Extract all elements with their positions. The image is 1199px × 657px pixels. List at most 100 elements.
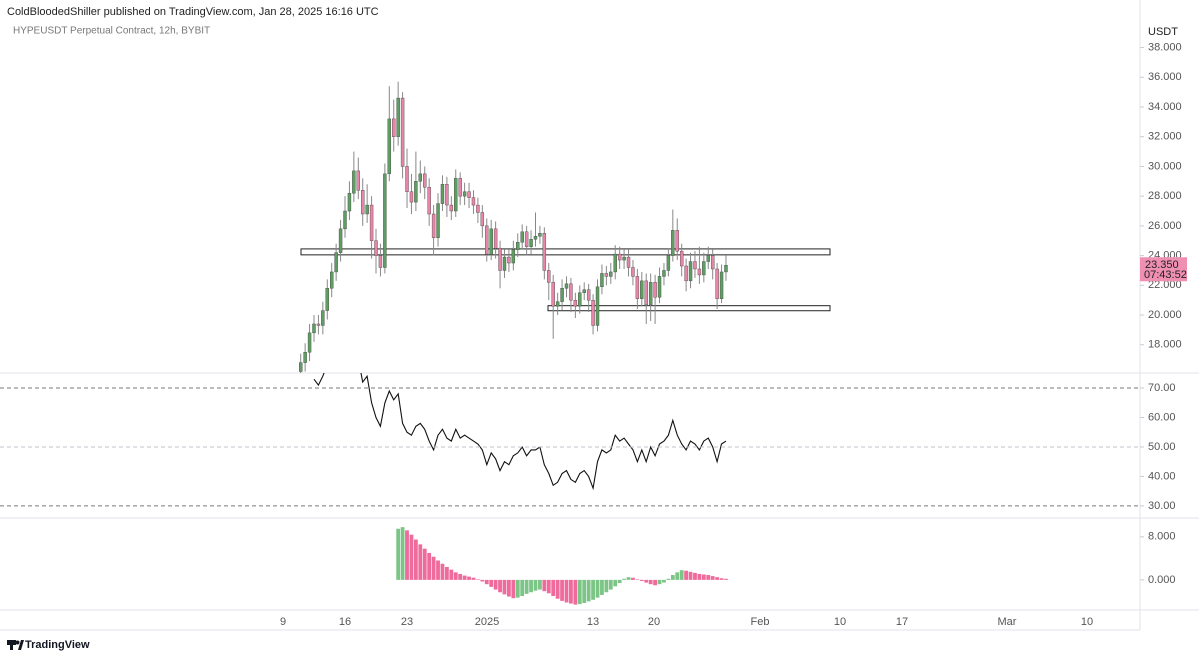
histogram-bar bbox=[675, 572, 680, 580]
histogram-bar bbox=[595, 579, 600, 598]
histogram-bar bbox=[715, 577, 720, 580]
candle-body bbox=[356, 170, 360, 191]
countdown-label: 07:43:52 bbox=[1144, 269, 1187, 281]
candle-body bbox=[706, 255, 710, 262]
histogram-bar bbox=[529, 579, 533, 593]
candle-body bbox=[520, 231, 524, 243]
candle-body bbox=[299, 362, 303, 372]
candle-body bbox=[387, 118, 391, 175]
candle-body bbox=[307, 332, 312, 353]
histogram-bar bbox=[471, 577, 476, 580]
histogram-bar bbox=[396, 528, 401, 580]
candle-body bbox=[653, 282, 657, 298]
candle-body bbox=[516, 242, 520, 250]
candle-body bbox=[547, 270, 551, 283]
histogram-bar bbox=[693, 572, 697, 580]
candle-body bbox=[538, 233, 542, 237]
time-tick-label: 13 bbox=[587, 616, 599, 628]
histogram-bar bbox=[617, 579, 622, 584]
candle-body bbox=[378, 255, 383, 268]
histogram-bar bbox=[684, 570, 689, 580]
histogram-bar bbox=[648, 579, 653, 585]
candle-body bbox=[418, 173, 423, 182]
candle-body bbox=[533, 236, 538, 240]
candle-body bbox=[467, 191, 471, 198]
histogram-bar bbox=[613, 579, 618, 587]
candle-body bbox=[392, 118, 396, 137]
histogram-bar bbox=[444, 566, 449, 580]
candle-body bbox=[710, 255, 715, 270]
histogram-bar bbox=[413, 539, 418, 580]
histogram-bar bbox=[608, 579, 613, 590]
candle-body bbox=[688, 261, 693, 282]
y-tick-label: 22.000 bbox=[1148, 279, 1182, 291]
published-line: ColdBloodedShiller published on TradingV… bbox=[7, 6, 379, 18]
histogram-bar bbox=[422, 548, 427, 580]
candle-body bbox=[409, 191, 414, 203]
histogram-bar bbox=[400, 527, 405, 580]
candle-body bbox=[489, 228, 493, 255]
histogram-bar bbox=[569, 579, 573, 604]
histogram-bar bbox=[666, 578, 671, 580]
candle-body bbox=[631, 267, 635, 277]
candle-body bbox=[396, 97, 400, 137]
candle-body bbox=[586, 289, 591, 301]
y-tick-label: 26.000 bbox=[1148, 220, 1182, 232]
candle-body bbox=[697, 268, 702, 276]
y-tick-label: 30.000 bbox=[1148, 160, 1182, 172]
candle-body bbox=[485, 225, 489, 255]
candle-body bbox=[622, 256, 626, 261]
candle-body bbox=[347, 192, 352, 212]
candle-body bbox=[334, 252, 338, 273]
tradingview-logo bbox=[7, 640, 24, 650]
histogram-bar bbox=[418, 544, 423, 580]
candle-body bbox=[702, 261, 706, 276]
histogram-bar bbox=[440, 563, 445, 580]
candle-body bbox=[458, 178, 462, 197]
time-tick-label: 2025 bbox=[475, 616, 499, 628]
histogram-bar bbox=[427, 552, 432, 580]
histogram-bar bbox=[449, 569, 454, 580]
candle-body bbox=[480, 212, 485, 227]
candle-body bbox=[445, 184, 449, 206]
histogram-bar bbox=[577, 579, 582, 605]
histogram-bar bbox=[524, 579, 529, 594]
y-tick-label: 70.00 bbox=[1148, 382, 1176, 394]
candle-body bbox=[542, 233, 547, 271]
y-tick-label: 8.000 bbox=[1148, 531, 1176, 543]
histogram-bar bbox=[586, 579, 591, 602]
histogram-bar bbox=[639, 579, 644, 581]
candle-body bbox=[303, 351, 307, 363]
candle-body bbox=[679, 250, 684, 267]
time-tick-label: Mar bbox=[998, 616, 1017, 628]
histogram-bar bbox=[507, 579, 511, 597]
candle-body bbox=[511, 249, 516, 264]
candle-body bbox=[569, 283, 573, 301]
candle-body bbox=[724, 265, 728, 273]
histogram-bar bbox=[564, 579, 569, 603]
candle-body bbox=[400, 97, 405, 167]
candle-body bbox=[502, 256, 507, 271]
histogram-bar bbox=[542, 579, 547, 592]
histogram-bar bbox=[560, 579, 564, 601]
candle-body bbox=[666, 255, 671, 271]
candle-body bbox=[604, 273, 609, 277]
histogram-bar bbox=[555, 579, 560, 599]
histogram-bar bbox=[480, 579, 485, 582]
y-tick-label: 60.00 bbox=[1148, 411, 1176, 423]
candle-body bbox=[361, 190, 365, 215]
candle-body bbox=[423, 173, 427, 188]
candle-body bbox=[427, 187, 431, 215]
y-tick-label: 34.000 bbox=[1148, 101, 1182, 113]
pane bbox=[396, 527, 728, 605]
candle-body bbox=[600, 273, 604, 288]
histogram-bar bbox=[582, 579, 587, 604]
candle-body bbox=[644, 280, 648, 305]
candle-body bbox=[719, 271, 724, 299]
symbol-line: HYPEUSDT Perpetual Contract, 12h, BYBIT bbox=[13, 26, 210, 37]
time-tick-label: 9 bbox=[280, 616, 286, 628]
candle-body bbox=[635, 276, 640, 299]
histogram-bar bbox=[484, 579, 489, 585]
candle-body bbox=[493, 228, 498, 249]
